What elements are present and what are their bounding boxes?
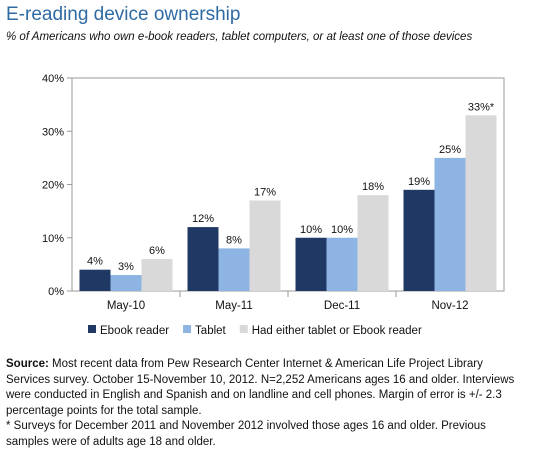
y-tick-label: 0% (48, 286, 64, 298)
legend-swatch (239, 325, 248, 333)
x-tick-label: Dec-11 (324, 300, 360, 312)
legend-swatch (88, 325, 96, 333)
data-label: 12% (192, 213, 214, 225)
chart-title: E-reading device ownership (6, 4, 241, 25)
bar (141, 259, 173, 291)
bar (110, 275, 142, 291)
data-label: 8% (226, 234, 242, 246)
data-label: 10% (300, 224, 322, 236)
data-label: 25% (439, 144, 461, 156)
footnote: Source: Most recent data from Pew Resear… (6, 357, 528, 450)
data-label: 3% (118, 261, 134, 273)
bar (357, 195, 389, 291)
y-tick-label: 30% (42, 126, 64, 138)
y-tick-label: 40% (42, 73, 64, 85)
data-label: 17% (254, 186, 276, 198)
age-note: * Surveys for December 2011 and November… (6, 420, 486, 448)
legend-label: Ebook reader (100, 325, 169, 337)
data-label: 33%* (468, 101, 495, 113)
x-tick-label: Nov-12 (431, 300, 468, 312)
y-tick-label: 20% (42, 180, 64, 192)
data-label: 18% (362, 181, 384, 193)
bar (326, 237, 358, 291)
data-label: 4% (87, 256, 103, 268)
bar (295, 237, 327, 291)
bar (434, 157, 466, 291)
data-label: 19% (408, 176, 430, 188)
bar (249, 200, 281, 291)
y-tick-label: 10% (42, 233, 64, 245)
source-note: Source: Most recent data from Pew Resear… (6, 357, 528, 419)
source-label: Source: (6, 358, 49, 370)
x-tick-label: May-11 (215, 300, 253, 312)
chart-subtitle: % of Americans who own e-book readers, t… (6, 31, 473, 43)
bar (218, 248, 250, 291)
data-label: 10% (331, 224, 353, 236)
legend-swatch (183, 325, 192, 333)
bar (465, 115, 497, 292)
bar (79, 269, 111, 291)
data-label: 6% (149, 245, 165, 257)
bar (403, 189, 435, 291)
bar-chart: 0% 10% 20% 30% 40% 4% 3% 6% May-10 12% 8% 17% May-11… (42, 73, 505, 337)
bar (187, 227, 219, 291)
legend-label: Had either tablet or Ebook reader (252, 325, 422, 337)
legend-label: Tablet (195, 325, 226, 337)
source-text: Most recent data from Pew Research Cente… (6, 358, 515, 417)
x-tick-label: May-10 (107, 300, 145, 312)
